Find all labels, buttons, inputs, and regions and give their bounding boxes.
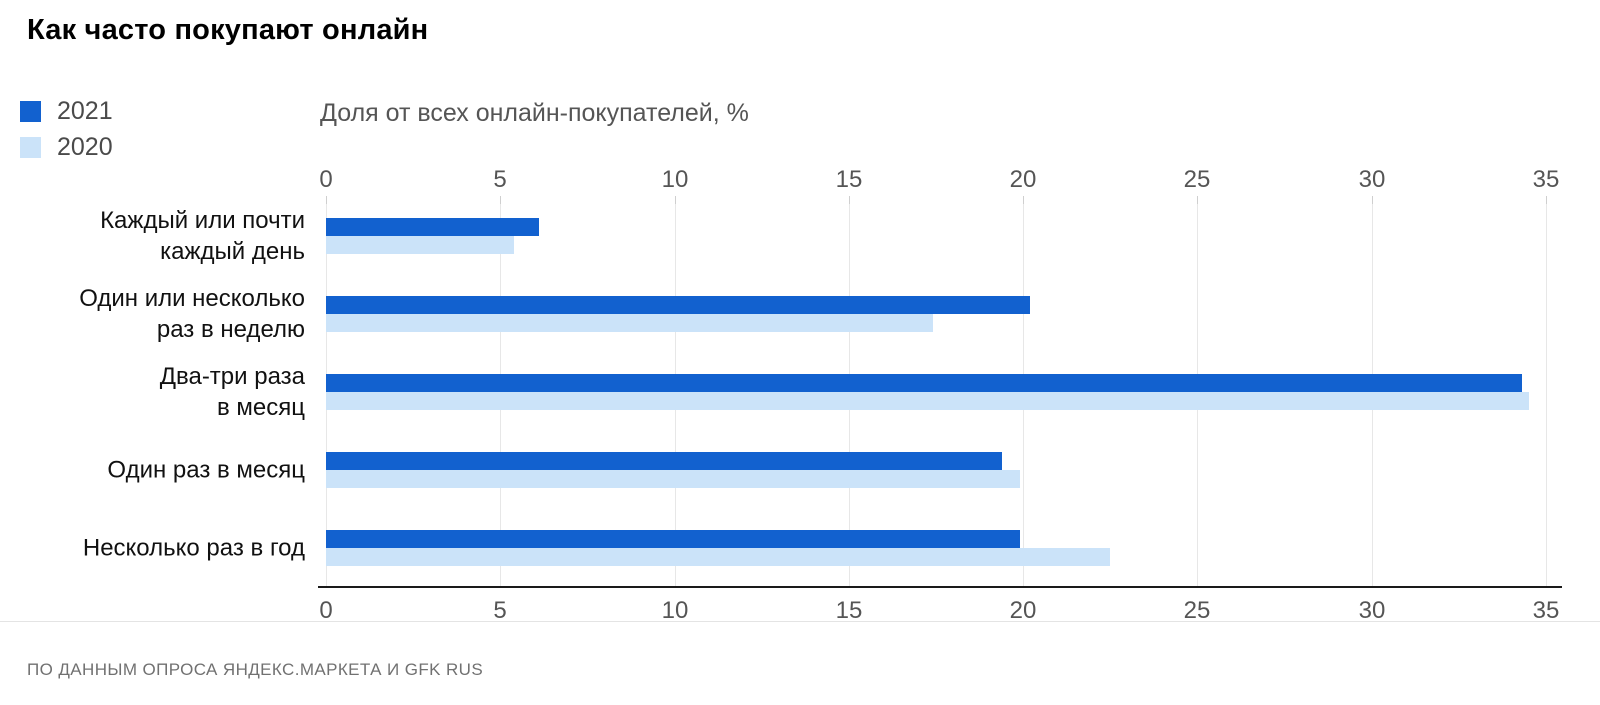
tick-mark-25 xyxy=(1197,196,1198,204)
legend-swatch-2020 xyxy=(20,136,41,158)
source-note: ПО ДАННЫМ ОПРОСА ЯНДЕКС.МАРКЕТА И GFK RU… xyxy=(27,660,484,679)
axis-unit-label: Доля от всех онлайн-покупателей, % xyxy=(320,99,749,127)
x-axis-bottom-label-30: 30 xyxy=(1358,597,1386,624)
bar-2020-row1 xyxy=(326,236,515,254)
x-axis-bottom-label-35: 35 xyxy=(1532,597,1560,624)
category-label-row1: Каждый или почти каждый день xyxy=(100,207,305,265)
x-axis-bottom-label-0: 0 xyxy=(319,597,333,624)
gridline-35 xyxy=(1546,196,1547,588)
tick-mark-0 xyxy=(326,196,327,204)
x-axis-top-label-35: 35 xyxy=(1532,166,1560,193)
tick-mark-20 xyxy=(1023,196,1024,204)
x-axis-bottom-label-20: 20 xyxy=(1009,597,1037,624)
legend-item-2021: 2021 xyxy=(20,96,113,125)
legend-swatch-2021 xyxy=(20,100,41,122)
x-axis-bottom-label-25: 25 xyxy=(1183,597,1211,624)
bar-2020-row2 xyxy=(326,314,933,332)
x-axis-top-label-10: 10 xyxy=(661,166,689,193)
category-label-row5: Несколько раз в год xyxy=(82,534,305,562)
x-axis-top-label-5: 5 xyxy=(493,166,507,193)
x-axis-bottom-label-15: 15 xyxy=(835,597,863,624)
category-label-row4: Один раз в месяц xyxy=(107,456,305,484)
tick-mark-5 xyxy=(500,196,501,204)
category-label-row2: Один или несколько раз в неделю xyxy=(79,285,305,343)
x-axis-top-label-25: 25 xyxy=(1183,166,1211,193)
legend-label-2020: 2020 xyxy=(57,132,113,161)
bar-2021-row4 xyxy=(326,452,1003,470)
x-axis-top-label-15: 15 xyxy=(835,166,863,193)
x-axis-top-label-0: 0 xyxy=(319,166,333,193)
bar-2021-row2 xyxy=(326,296,1031,314)
plot-area: 0 0 5 5 10 10 15 15 20 20 25 25 30 30 35 35 xyxy=(318,166,1562,624)
bar-2020-row5 xyxy=(326,548,1111,566)
bar-2021-row1 xyxy=(326,218,539,236)
bar-2020-row4 xyxy=(326,470,1020,488)
legend-item-2020: 2020 xyxy=(20,132,113,161)
category-label-row3: Два-три раза в месяц xyxy=(159,363,305,421)
tick-mark-30 xyxy=(1372,196,1373,204)
bar-2021-row5 xyxy=(326,530,1020,548)
x-axis-top-label-30: 30 xyxy=(1358,166,1386,193)
category-labels: Каждый или почти каждый день Один или нес… xyxy=(0,0,305,705)
footer-divider xyxy=(0,621,1600,622)
bar-2020-row3 xyxy=(326,392,1529,410)
tick-mark-10 xyxy=(675,196,676,204)
x-axis-top-label-20: 20 xyxy=(1009,166,1037,193)
x-axis-line xyxy=(318,586,1562,588)
tick-mark-15 xyxy=(849,196,850,204)
bar-2021-row3 xyxy=(326,374,1522,392)
legend: 2021 2020 xyxy=(20,96,113,170)
tick-mark-35 xyxy=(1546,196,1547,204)
chart-title: Как часто покупают онлайн xyxy=(27,14,429,46)
x-axis-bottom-label-5: 5 xyxy=(493,597,507,624)
x-axis-bottom-label-10: 10 xyxy=(661,597,689,624)
legend-label-2021: 2021 xyxy=(57,96,113,125)
